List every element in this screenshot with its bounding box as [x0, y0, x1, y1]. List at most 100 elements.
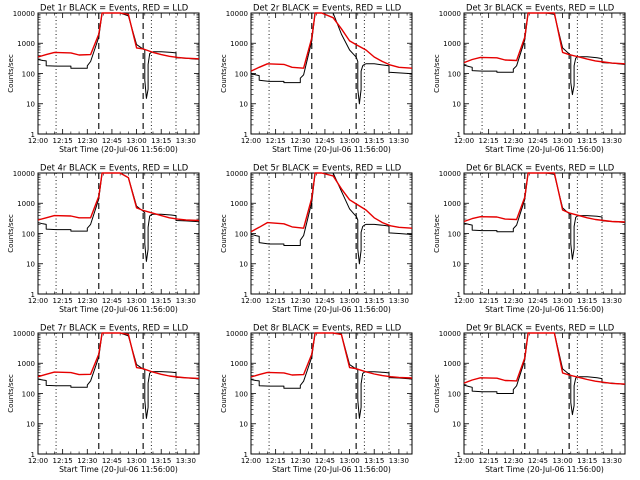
plot-title: Det 7r BLACK = Events, RED = LLD — [40, 323, 188, 333]
x-tick-label: 13:00 — [552, 457, 572, 465]
y-tick-label: 100 — [22, 230, 35, 238]
y-tick-label: 1 — [457, 451, 461, 459]
plot-title: Det 6r BLACK = Events, RED = LLD — [466, 163, 614, 173]
x-tick-label: 13:00 — [126, 297, 146, 305]
x-axis-label: Start Time (20-Jul-06 11:56:00) — [272, 145, 391, 154]
plot-title: Det 1r BLACK = Events, RED = LLD — [40, 3, 188, 13]
x-tick-label: 12:00 — [454, 137, 474, 145]
y-tick-label: 1 — [31, 451, 35, 459]
detector-plot: Det 2r BLACK = Events, RED = LLD 1 10 100 10… — [220, 3, 413, 154]
detector-plot: Det 3r BLACK = Events, RED = LLD 1 10 100 10… — [433, 3, 626, 154]
y-tick-label: 10 — [26, 101, 35, 109]
y-tick-label: 100 — [22, 390, 35, 398]
y-tick-label: 1 — [31, 131, 35, 139]
lld-series-line — [37, 332, 200, 380]
x-tick-label: 13:15 — [151, 297, 171, 305]
plot-title: Det 4r BLACK = Events, RED = LLD — [40, 163, 188, 173]
plot-frame — [37, 332, 200, 455]
x-tick-label: 12:15 — [479, 297, 499, 305]
y-tick-label: 10000 — [439, 170, 461, 178]
y-axis-label: Counts/sec — [433, 374, 441, 413]
x-tick-label: 12:30 — [290, 297, 310, 305]
y-axis-label: Counts/sec — [220, 54, 228, 93]
x-tick-label: 12:45 — [315, 297, 335, 305]
y-tick-label: 100 — [235, 390, 248, 398]
x-tick-label: 13:30 — [176, 297, 196, 305]
x-tick-label: 12:15 — [266, 297, 286, 305]
y-tick-label: 10000 — [226, 170, 248, 178]
y-axis-label: Counts/sec — [220, 214, 228, 253]
x-tick-label: 12:45 — [528, 297, 548, 305]
x-tick-label: 12:30 — [503, 457, 523, 465]
y-tick-label: 1000 — [230, 360, 248, 368]
y-tick-label: 1000 — [17, 360, 35, 368]
lld-series-line — [463, 332, 626, 385]
events-series-line — [463, 332, 626, 416]
x-tick-label: 13:00 — [552, 297, 572, 305]
y-axis-label: Counts/sec — [7, 374, 15, 413]
detector-plot: Det 6r BLACK = Events, RED = LLD 1 10 100 10… — [433, 163, 626, 314]
lld-series-line — [37, 12, 200, 60]
x-tick-label: 12:45 — [102, 297, 122, 305]
y-tick-label: 1000 — [443, 360, 461, 368]
y-tick-label: 100 — [448, 390, 461, 398]
y-tick-label: 10 — [452, 421, 461, 429]
plot-frame — [250, 12, 413, 135]
y-tick-label: 10000 — [13, 330, 35, 338]
x-tick-label: 12:30 — [77, 137, 97, 145]
y-axis-label: Counts/sec — [433, 214, 441, 253]
y-tick-label: 1000 — [230, 200, 248, 208]
y-tick-label: 100 — [448, 230, 461, 238]
x-tick-label: 12:00 — [28, 137, 48, 145]
events-series-line — [463, 12, 626, 96]
y-tick-label: 10 — [239, 421, 248, 429]
y-tick-label: 10 — [239, 261, 248, 269]
x-tick-label: 12:45 — [102, 457, 122, 465]
x-tick-label: 13:30 — [602, 457, 622, 465]
y-tick-label: 1 — [457, 131, 461, 139]
detector-plot: Det 8r BLACK = Events, RED = LLD 1 10 100 10… — [220, 323, 413, 474]
x-tick-label: 13:00 — [552, 137, 572, 145]
plot-title: Det 2r BLACK = Events, RED = LLD — [253, 3, 401, 13]
x-tick-label: 12:45 — [528, 137, 548, 145]
y-axis-label: Counts/sec — [433, 54, 441, 93]
x-tick-label: 13:15 — [577, 137, 597, 145]
y-tick-label: 100 — [448, 70, 461, 78]
y-tick-label: 10000 — [439, 330, 461, 338]
x-tick-label: 12:45 — [315, 137, 335, 145]
x-tick-label: 13:15 — [364, 457, 384, 465]
x-axis-label: Start Time (20-Jul-06 11:56:00) — [485, 305, 604, 314]
plot-title: Det 3r BLACK = Events, RED = LLD — [466, 3, 614, 13]
x-tick-label: 12:15 — [53, 457, 73, 465]
events-series-line — [250, 12, 413, 105]
x-tick-label: 12:30 — [290, 137, 310, 145]
y-tick-label: 1000 — [17, 40, 35, 48]
plot-frame — [250, 332, 413, 455]
x-axis-label: Start Time (20-Jul-06 11:56:00) — [485, 465, 604, 474]
x-tick-label: 12:00 — [241, 297, 261, 305]
y-tick-label: 10000 — [226, 10, 248, 18]
x-tick-label: 12:00 — [454, 297, 474, 305]
y-axis-label: Counts/sec — [7, 214, 15, 253]
x-tick-label: 12:15 — [479, 137, 499, 145]
x-tick-label: 12:30 — [77, 457, 97, 465]
y-tick-label: 100 — [22, 70, 35, 78]
y-tick-label: 1000 — [230, 40, 248, 48]
y-tick-label: 10 — [452, 261, 461, 269]
x-tick-label: 12:15 — [53, 137, 73, 145]
detector-plot: Det 1r BLACK = Events, RED = LLD 1 10 100 10… — [7, 3, 200, 154]
y-tick-label: 1 — [244, 131, 248, 139]
x-tick-label: 12:45 — [528, 457, 548, 465]
x-tick-label: 13:00 — [339, 457, 359, 465]
x-tick-label: 13:00 — [126, 137, 146, 145]
y-tick-label: 10000 — [13, 170, 35, 178]
x-tick-label: 13:00 — [339, 137, 359, 145]
y-tick-label: 10000 — [13, 10, 35, 18]
x-tick-label: 12:45 — [315, 457, 335, 465]
plot-frame — [37, 12, 200, 135]
x-axis-label: Start Time (20-Jul-06 11:56:00) — [59, 145, 178, 154]
plot-title: Det 9r BLACK = Events, RED = LLD — [466, 323, 614, 333]
detector-plot: Det 9r BLACK = Events, RED = LLD 1 10 100 10… — [433, 323, 626, 474]
x-tick-label: 13:00 — [339, 297, 359, 305]
lld-series-line — [463, 12, 626, 65]
